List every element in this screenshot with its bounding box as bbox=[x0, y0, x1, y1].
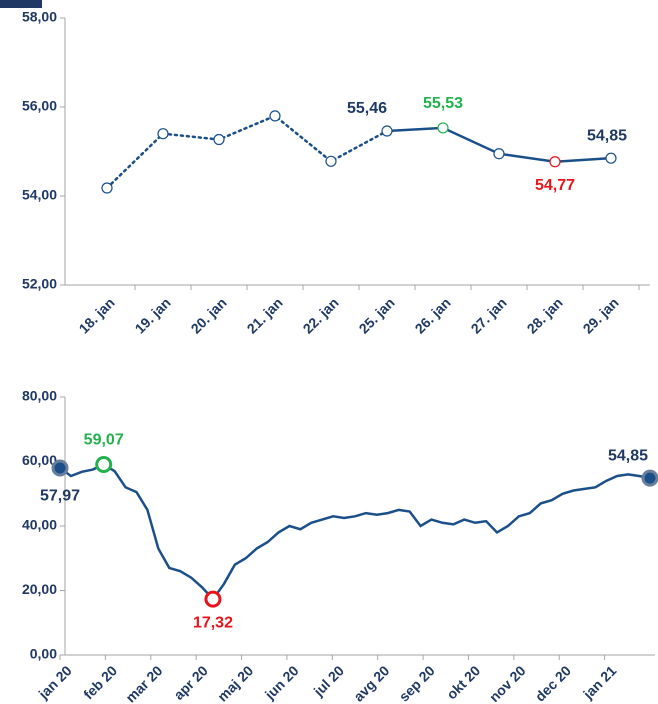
y-tick-label: 60,00 bbox=[22, 452, 57, 468]
point bbox=[269, 110, 281, 122]
y-tick-label: 56,00 bbox=[22, 98, 57, 114]
x-tick-label: jul 20 bbox=[310, 662, 347, 699]
x-tick-label: mar 20 bbox=[122, 662, 165, 704]
x-tick-label: okt 20 bbox=[443, 662, 483, 702]
data-label: 59,07 bbox=[84, 432, 124, 449]
x-tick-label: jun 20 bbox=[261, 662, 302, 703]
x-tick-label: jan 21 bbox=[579, 662, 619, 702]
x-tick-label: feb 20 bbox=[80, 662, 120, 702]
point bbox=[101, 182, 113, 194]
point bbox=[95, 455, 113, 473]
x-tick-label: sep 20 bbox=[396, 662, 438, 704]
point bbox=[325, 155, 337, 167]
x-tick-label: 27. jan bbox=[468, 294, 510, 336]
point bbox=[437, 122, 449, 134]
data-label: 57,97 bbox=[40, 487, 80, 504]
point bbox=[381, 125, 393, 137]
point bbox=[641, 469, 658, 487]
y-tick-label: 40,00 bbox=[22, 517, 57, 533]
point bbox=[213, 133, 225, 146]
point bbox=[157, 128, 169, 140]
x-tick-label: 29. jan bbox=[580, 294, 622, 336]
y-tick-label: 52,00 bbox=[22, 276, 57, 292]
x-tick-label: maj 20 bbox=[214, 662, 256, 704]
x-tick-label: 28. jan bbox=[524, 294, 566, 336]
point bbox=[605, 152, 617, 164]
data-label: 55,53 bbox=[423, 95, 463, 112]
y-tick-label: 58,00 bbox=[22, 9, 57, 25]
data-label: 54,85 bbox=[587, 127, 627, 144]
point bbox=[204, 590, 222, 608]
data-label: 17,32 bbox=[193, 614, 233, 631]
data-label: 54,77 bbox=[535, 177, 575, 194]
x-tick-label: 22. jan bbox=[300, 294, 342, 336]
y-tick-label: 0,00 bbox=[30, 646, 57, 662]
y-tick-label: 20,00 bbox=[22, 581, 57, 597]
x-tick-label: 18. jan bbox=[76, 294, 118, 336]
line bbox=[58, 463, 652, 602]
data-label: 54,85 bbox=[608, 447, 648, 464]
x-tick-label: dec 20 bbox=[532, 662, 574, 704]
x-tick-label: 25. jan bbox=[356, 294, 398, 336]
corner-block bbox=[0, 0, 42, 8]
x-tick-label: 20. jan bbox=[188, 294, 230, 336]
point bbox=[51, 459, 69, 477]
x-tick-label: 26. jan bbox=[412, 294, 454, 336]
x-tick-label: 19. jan bbox=[132, 294, 174, 336]
x-tick-label: jan 20 bbox=[35, 662, 75, 702]
data-label: 55,46 bbox=[347, 100, 387, 117]
y-tick-label: 54,00 bbox=[22, 187, 57, 203]
x-tick-label: avg 20 bbox=[350, 662, 392, 704]
x-tick-label: 21. jan bbox=[244, 294, 286, 336]
x-tick-label: apr 20 bbox=[170, 662, 211, 703]
point bbox=[549, 156, 561, 168]
dotted-line bbox=[105, 114, 389, 190]
y-tick-label: 80,00 bbox=[22, 388, 57, 404]
point bbox=[493, 148, 505, 160]
x-tick-label: nov 20 bbox=[486, 662, 529, 704]
